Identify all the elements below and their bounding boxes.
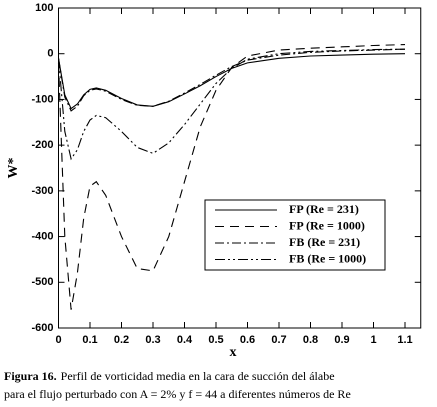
- caption-label: Figura 16.: [4, 369, 57, 383]
- series-line: [57, 48, 406, 112]
- y-axis-label: W*: [6, 158, 21, 179]
- series-line: [57, 48, 406, 161]
- legend-box: [204, 199, 386, 271]
- legend-label: FB (Re = 231): [289, 235, 360, 249]
- x-axis-label: x: [230, 345, 237, 360]
- x-tick-label: 0.5: [208, 334, 223, 346]
- x-tick-label: 0.4: [177, 334, 193, 346]
- x-tick-label: 0.1: [82, 334, 97, 346]
- y-tick-label: -300: [31, 185, 53, 197]
- legend-label: FP (Re = 1000): [289, 218, 365, 232]
- y-tick-label: 0: [47, 48, 53, 60]
- series-line: [57, 44, 406, 310]
- plot-frame: [58, 7, 422, 329]
- y-tick-label: -200: [31, 139, 53, 151]
- caption: Figura 16. Perfil de vorticidad media en …: [4, 369, 335, 383]
- x-tick-label: 0.6: [240, 334, 255, 346]
- legend: FP (Re = 231) FP (Re = 1000) FB (Re = 231)…: [204, 199, 386, 271]
- x-tick-label: 0: [55, 334, 61, 346]
- legend-label: FB (Re = 1000): [289, 251, 366, 265]
- x-tick-label: 0.9: [334, 334, 349, 346]
- caption-line: para el flujo perturbado con A = 2% y f …: [4, 387, 351, 401]
- legend-label: FP (Re = 231): [289, 202, 359, 216]
- y-tick-label: -600: [31, 322, 53, 334]
- x-tick-label: 0.8: [303, 334, 318, 346]
- y-tick-label: -500: [31, 276, 53, 288]
- series-line: [57, 53, 406, 110]
- x-tick-label: 1.1: [397, 334, 412, 346]
- x-tick-label: 0.3: [145, 334, 160, 346]
- x-tick-label: 1: [370, 334, 376, 346]
- y-tick-label: -100: [31, 93, 53, 105]
- x-tick-label: 0.7: [271, 334, 286, 346]
- y-tick-label: -400: [31, 230, 53, 242]
- caption-line: Perfil de vorticidad media en la cara de…: [61, 369, 335, 383]
- y-tick-label: 100: [35, 2, 53, 14]
- x-tick-label: 0.2: [114, 334, 129, 346]
